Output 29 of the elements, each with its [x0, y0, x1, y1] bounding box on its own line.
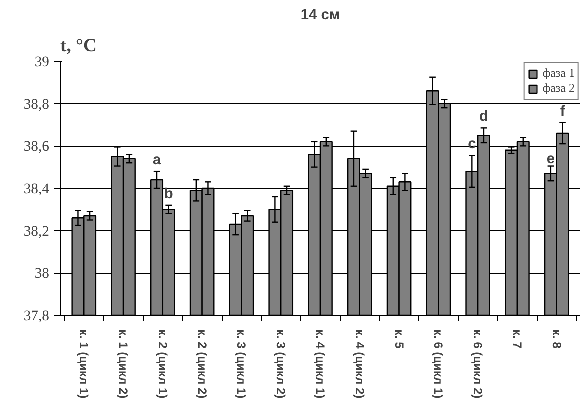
legend-label: фаза 2	[542, 81, 575, 96]
annotation: d	[480, 109, 488, 126]
y-tick-label: 38,2	[24, 224, 50, 240]
annotation: b	[164, 186, 174, 202]
y-tick-label: 38,8	[24, 96, 50, 113]
x-tick-label: к. 4 (цикл 1)	[314, 330, 328, 399]
x-tick-label: к. 6 (цикл 1)	[432, 330, 446, 399]
y-tick-label: 38,6	[24, 139, 50, 156]
annotation: e	[546, 151, 556, 168]
x-tick-label: к. 5	[392, 330, 406, 350]
y-tick-label: 37,8	[24, 308, 50, 324]
legend-label: фаза 1	[542, 66, 575, 81]
y-tick-label: 38,4	[24, 182, 50, 198]
x-tick-label: к. 1 (цикл 1)	[77, 330, 92, 399]
chart-title: 14 см	[300, 8, 340, 24]
x-tick-label: к. 3 (цикл 1)	[234, 330, 249, 399]
y-axis-title: t, °C	[60, 36, 97, 56]
x-tick-label: к. 2 (цикл 2)	[195, 330, 210, 399]
x-tick-label: к. 7	[510, 330, 524, 350]
y-tick-label: 39	[34, 54, 50, 70]
x-tick-label: к. 3 (цикл 2)	[274, 330, 288, 399]
annotation: f	[560, 104, 566, 120]
x-tick-label: к. 8	[550, 330, 564, 350]
x-tick-label: к. 1 (цикл 2)	[116, 330, 131, 399]
x-tick-label: к. 2 (цикл 1)	[156, 330, 170, 399]
y-tick-label: 38	[34, 266, 50, 282]
annotation: a	[152, 152, 162, 169]
x-tick-label: к. 6 (цикл 2)	[471, 330, 486, 399]
x-tick-label: к. 4 (цикл 2)	[352, 330, 367, 399]
